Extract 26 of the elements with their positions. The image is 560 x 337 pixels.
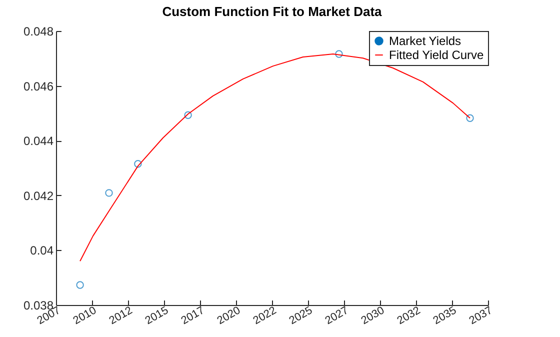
x-tick-label: 2025 [287,304,314,328]
legend-label: Market Yields [389,34,462,48]
x-tick-label: 2017 [179,304,206,328]
x-tick-label: 2035 [431,304,458,328]
x-tick-label: 2012 [107,304,134,328]
x-tick-label: 2032 [395,304,422,328]
y-tick-label: 0.042 [23,188,54,203]
x-tick-label: 2027 [323,304,350,328]
point [466,114,474,122]
legend-label: Fitted Yield Curve [389,48,484,62]
point [76,281,84,289]
x-tick-label: 2020 [215,304,242,328]
point [335,50,343,58]
x-tick-label: 2022 [251,304,278,328]
y-tick-label: 0.048 [23,24,54,38]
y-tick-label: 0.046 [23,79,54,94]
y-tick-label: 0.04 [30,244,54,258]
x-tick-label: 2010 [71,304,98,328]
point [134,160,142,168]
point [105,189,113,197]
x-tick-label: 2037 [467,304,494,328]
x-tick-label: 2015 [143,304,170,328]
point [184,111,192,119]
chart-title: Custom Function Fit to Market Data [162,4,383,19]
y-tick-label: 0.044 [23,134,54,148]
x-tick-label: 2030 [359,304,386,328]
